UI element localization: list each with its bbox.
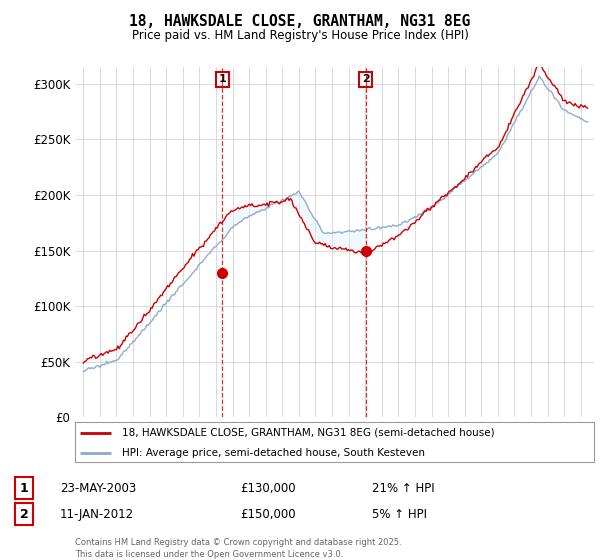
Text: Price paid vs. HM Land Registry's House Price Index (HPI): Price paid vs. HM Land Registry's House … — [131, 29, 469, 42]
Text: 23-MAY-2003: 23-MAY-2003 — [60, 482, 136, 495]
Text: 2: 2 — [362, 74, 370, 85]
Text: £130,000: £130,000 — [240, 482, 296, 495]
Text: 5% ↑ HPI: 5% ↑ HPI — [372, 507, 427, 521]
Text: 1: 1 — [20, 482, 28, 495]
Text: 21% ↑ HPI: 21% ↑ HPI — [372, 482, 434, 495]
Text: Contains HM Land Registry data © Crown copyright and database right 2025.
This d: Contains HM Land Registry data © Crown c… — [75, 538, 401, 559]
Text: £150,000: £150,000 — [240, 507, 296, 521]
Text: 11-JAN-2012: 11-JAN-2012 — [60, 507, 134, 521]
Text: 18, HAWKSDALE CLOSE, GRANTHAM, NG31 8EG (semi-detached house): 18, HAWKSDALE CLOSE, GRANTHAM, NG31 8EG … — [122, 428, 494, 438]
Text: 18, HAWKSDALE CLOSE, GRANTHAM, NG31 8EG: 18, HAWKSDALE CLOSE, GRANTHAM, NG31 8EG — [130, 14, 470, 29]
Text: 2: 2 — [20, 507, 28, 521]
Text: 1: 1 — [218, 74, 226, 85]
Text: HPI: Average price, semi-detached house, South Kesteven: HPI: Average price, semi-detached house,… — [122, 448, 425, 458]
